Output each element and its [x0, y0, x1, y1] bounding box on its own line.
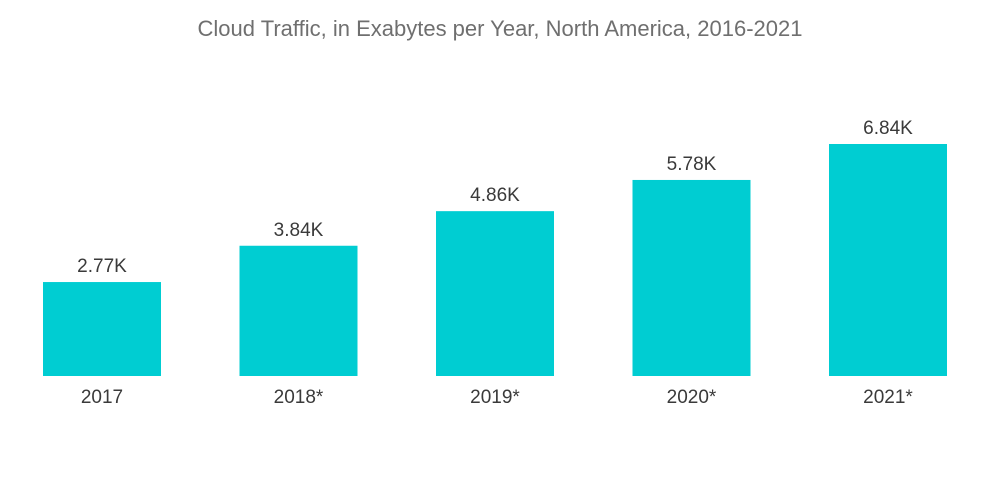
x-tick-label-2020: 2020* [667, 387, 717, 408]
bar-2017 [43, 282, 161, 376]
x-tick-label-2017: 2017 [81, 387, 123, 408]
x-tick-label-2018: 2018* [274, 387, 324, 408]
x-tick-label-2019: 2019* [470, 387, 520, 408]
chart-title: Cloud Traffic, in Exabytes per Year, Nor… [197, 16, 803, 41]
bar-2020 [632, 179, 751, 376]
data-label-2017: 2.77K [77, 256, 127, 277]
x-tick-label-2021: 2021* [863, 387, 913, 408]
data-label-2018: 3.84K [274, 220, 324, 241]
bar-2021 [829, 144, 947, 376]
bar-2018 [239, 245, 358, 376]
bar-2019 [436, 211, 554, 376]
data-label-2021: 6.84K [863, 118, 913, 139]
data-label-2019: 4.86K [470, 185, 520, 206]
data-label-2020: 5.78K [667, 154, 717, 175]
